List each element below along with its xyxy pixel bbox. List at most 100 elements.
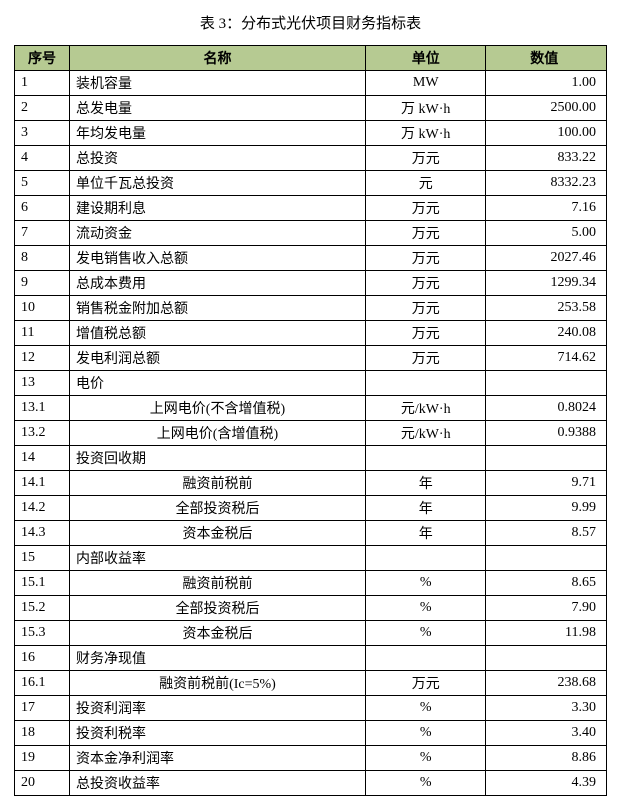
cell-seq: 17 [15,696,70,721]
table-row: 13.2上网电价(含增值税)元/kW·h0.9388 [15,421,607,446]
table-row: 20总投资收益率%4.39 [15,771,607,796]
cell-unit: 万元 [365,196,486,221]
cell-name: 电价 [69,371,365,396]
cell-unit: % [365,696,486,721]
cell-unit: % [365,596,486,621]
cell-seq: 15.2 [15,596,70,621]
cell-seq: 13.1 [15,396,70,421]
cell-unit [365,371,486,396]
cell-seq: 15.3 [15,621,70,646]
table-row: 15.1融资前税前%8.65 [15,571,607,596]
table-row: 3年均发电量万 kW·h100.00 [15,121,607,146]
col-header-seq: 序号 [15,46,70,71]
cell-name: 总投资 [69,146,365,171]
table-row: 19资本金净利润率%8.86 [15,746,607,771]
cell-unit: % [365,721,486,746]
cell-value: 3.40 [486,721,607,746]
cell-name: 上网电价(不含增值税) [69,396,365,421]
table-row: 7流动资金万元5.00 [15,221,607,246]
table-row: 15.2全部投资税后%7.90 [15,596,607,621]
cell-value: 3.30 [486,696,607,721]
cell-name: 发电销售收入总额 [69,246,365,271]
cell-seq: 4 [15,146,70,171]
col-header-unit: 单位 [365,46,486,71]
cell-value: 4.39 [486,771,607,796]
cell-seq: 11 [15,321,70,346]
table-row: 15.3资本金税后%11.98 [15,621,607,646]
cell-name: 总投资收益率 [69,771,365,796]
cell-name: 增值税总额 [69,321,365,346]
table-row: 2总发电量万 kW·h2500.00 [15,96,607,121]
cell-unit: % [365,746,486,771]
cell-unit: 年 [365,521,486,546]
cell-name: 流动资金 [69,221,365,246]
cell-name: 全部投资税后 [69,496,365,521]
cell-unit [365,646,486,671]
cell-value: 1299.34 [486,271,607,296]
cell-seq: 7 [15,221,70,246]
cell-seq: 19 [15,746,70,771]
cell-value: 8.57 [486,521,607,546]
cell-seq: 18 [15,721,70,746]
cell-name: 建设期利息 [69,196,365,221]
cell-value: 7.16 [486,196,607,221]
cell-value: 240.08 [486,321,607,346]
cell-seq: 15.1 [15,571,70,596]
cell-name: 投资利税率 [69,721,365,746]
cell-seq: 20 [15,771,70,796]
cell-value: 238.68 [486,671,607,696]
table-row: 16.1融资前税前(Ic=5%)万元238.68 [15,671,607,696]
cell-name: 年均发电量 [69,121,365,146]
table-row: 5单位千瓦总投资元8332.23 [15,171,607,196]
cell-seq: 2 [15,96,70,121]
cell-seq: 14.2 [15,496,70,521]
cell-name: 上网电价(含增值税) [69,421,365,446]
cell-name: 资本金税后 [69,521,365,546]
cell-name: 财务净现值 [69,646,365,671]
cell-unit [365,446,486,471]
cell-name: 总成本费用 [69,271,365,296]
table-title: 表 3：分布式光伏项目财务指标表 [14,12,607,33]
cell-name: 融资前税前 [69,471,365,496]
cell-seq: 16.1 [15,671,70,696]
table-row: 4总投资万元833.22 [15,146,607,171]
cell-value: 5.00 [486,221,607,246]
cell-value: 2027.46 [486,246,607,271]
table-row: 9总成本费用万元1299.34 [15,271,607,296]
cell-name: 投资回收期 [69,446,365,471]
financial-indicators-table: 序号 名称 单位 数值 1装机容量MW1.002总发电量万 kW·h2500.0… [14,45,607,796]
cell-seq: 12 [15,346,70,371]
cell-seq: 9 [15,271,70,296]
table-row: 14.2全部投资税后年9.99 [15,496,607,521]
cell-name: 销售税金附加总额 [69,296,365,321]
cell-value: 9.71 [486,471,607,496]
cell-value: 9.99 [486,496,607,521]
cell-value: 100.00 [486,121,607,146]
cell-name: 发电利润总额 [69,346,365,371]
cell-unit: MW [365,71,486,96]
col-header-name: 名称 [69,46,365,71]
cell-unit: 万 kW·h [365,96,486,121]
cell-unit: % [365,571,486,596]
table-row: 12发电利润总额万元714.62 [15,346,607,371]
table-row: 13.1上网电价(不含增值税)元/kW·h0.8024 [15,396,607,421]
cell-name: 资本金税后 [69,621,365,646]
cell-value: 2500.00 [486,96,607,121]
cell-name: 融资前税前 [69,571,365,596]
cell-unit: 万 kW·h [365,121,486,146]
cell-name: 投资利润率 [69,696,365,721]
cell-value: 8.86 [486,746,607,771]
cell-seq: 8 [15,246,70,271]
cell-unit: 万元 [365,246,486,271]
cell-unit: 万元 [365,346,486,371]
cell-unit: 万元 [365,296,486,321]
cell-unit [365,546,486,571]
cell-value: 0.8024 [486,396,607,421]
table-row: 14.3资本金税后年8.57 [15,521,607,546]
cell-value: 833.22 [486,146,607,171]
cell-unit: 元/kW·h [365,396,486,421]
table-row: 13电价 [15,371,607,396]
table-row: 6建设期利息万元7.16 [15,196,607,221]
cell-seq: 6 [15,196,70,221]
table-row: 10销售税金附加总额万元253.58 [15,296,607,321]
